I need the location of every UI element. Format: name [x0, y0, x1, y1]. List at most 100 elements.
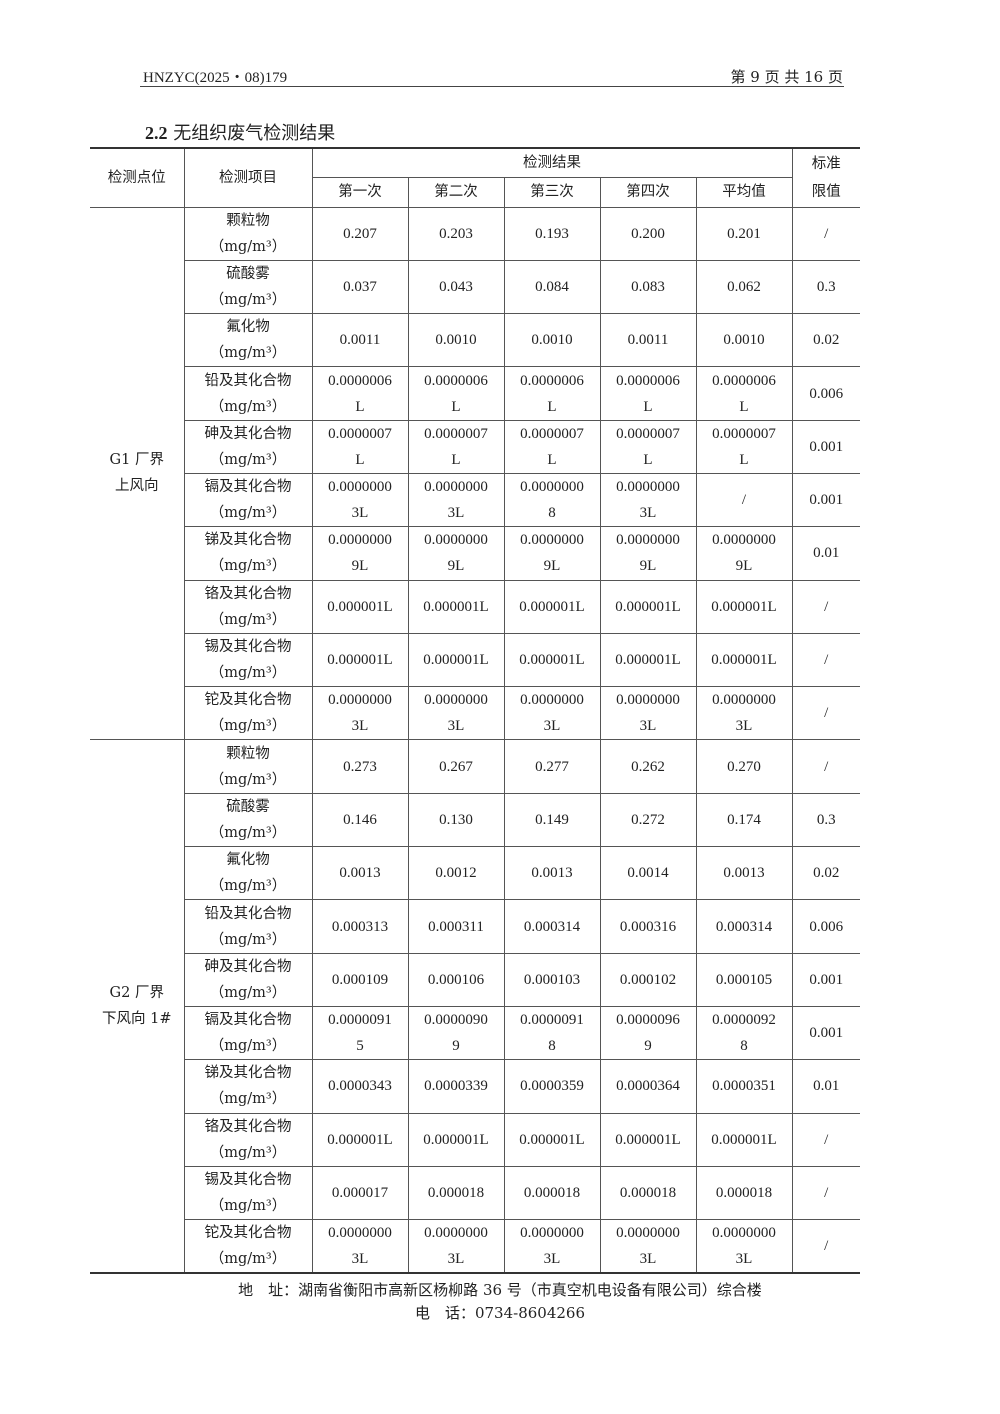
- item-cell: 铅及其化合物 （mg/m³）: [183, 366, 313, 421]
- average-cell: 0.0010: [695, 313, 793, 368]
- table-row: 锑及其化合物 （mg/m³） 0.0000343 0.0000339 0.000035…: [90, 1059, 861, 1114]
- average-cell: 0.000105: [695, 952, 793, 1007]
- point-cell: G1 厂界 上风向: [90, 206, 185, 741]
- run-1-cell: 0.0000000 3L: [311, 686, 409, 741]
- run-1-cell: 0.000313: [311, 899, 409, 954]
- limit-cell: /: [791, 1112, 861, 1167]
- table-row: 铬及其化合物 （mg/m³） 0.000001L 0.000001L 0.000001…: [90, 1112, 861, 1167]
- run-4-cell: 0.0000364: [599, 1059, 697, 1114]
- average-cell: 0.062: [695, 259, 793, 315]
- run-4-cell: 0.000018: [599, 1165, 697, 1221]
- run-4-cell: 0.0000000 3L: [599, 686, 697, 741]
- run-1-cell: 0.0013: [311, 846, 409, 901]
- run-2-cell: 0.000001L: [407, 579, 505, 634]
- run-4-cell: 0.0011: [599, 313, 697, 368]
- run-3-cell: 0.000001L: [503, 1112, 601, 1167]
- table-row: 硫酸雾 （mg/m³） 0.037 0.043 0.084 0.083 0.062 0.3: [90, 259, 861, 315]
- limit-cell: /: [791, 1219, 861, 1275]
- section-title-text: 无组织废气检测结果: [173, 123, 336, 144]
- run-2-cell: 0.000106: [407, 952, 505, 1007]
- item-cell: 铊及其化合物 （mg/m³）: [183, 1219, 313, 1275]
- table-row: 铊及其化合物 （mg/m³） 0.0000000 3L 0.0000000 3L 0.…: [90, 686, 861, 741]
- item-cell: 硫酸雾 （mg/m³）: [183, 792, 313, 848]
- run-4-cell: 0.200: [599, 206, 697, 261]
- run-2-cell: 0.000311: [407, 899, 505, 954]
- table-row: 铅及其化合物 （mg/m³） 0.0000006 L 0.0000006 L 0.00…: [90, 366, 861, 421]
- footer-phone: 电 话：0734-8604266: [414, 1304, 586, 1322]
- run-1-cell: 0.000109: [311, 952, 409, 1007]
- run-4-cell: 0.000001L: [599, 1112, 697, 1167]
- run-3-cell: 0.277: [503, 739, 601, 794]
- average-cell: 0.000001L: [695, 1112, 793, 1167]
- run-2-cell: 0.0012: [407, 846, 505, 901]
- table-row: 锑及其化合物 （mg/m³） 0.0000000 9L 0.0000000 9L 0.…: [90, 526, 861, 581]
- header-point: 检测点位: [90, 147, 185, 208]
- run-3-cell: 0.000314: [503, 899, 601, 954]
- run-4-cell: 0.0014: [599, 846, 697, 901]
- average-cell: 0.000001L: [695, 579, 793, 634]
- run-3-cell: 0.0000007 L: [503, 419, 601, 474]
- limit-cell: 0.02: [791, 313, 861, 368]
- average-cell: 0.0000007 L: [695, 419, 793, 474]
- run-1-cell: 0.0000007 L: [311, 419, 409, 474]
- limit-cell: /: [791, 739, 861, 794]
- table-row: 氟化物 （mg/m³） 0.0013 0.0012 0.0013 0.0014 0.001…: [90, 846, 861, 901]
- limit-cell: 0.02: [791, 846, 861, 901]
- point-cell: G2 厂界 下风向 1#: [90, 739, 185, 1275]
- run-2-cell: 0.000018: [407, 1165, 505, 1221]
- run-4-cell: 0.000316: [599, 899, 697, 954]
- table-row: 砷及其化合物 （mg/m³） 0.0000007 L 0.0000007 L 0.00…: [90, 419, 861, 474]
- table-row: 铊及其化合物 （mg/m³） 0.0000000 3L 0.0000000 3L 0.…: [90, 1219, 861, 1275]
- limit-cell: /: [791, 632, 861, 688]
- limit-cell: 0.001: [791, 472, 861, 528]
- item-cell: 氟化物 （mg/m³）: [183, 313, 313, 368]
- run-3-cell: 0.084: [503, 259, 601, 315]
- run-3-cell: 0.0000000 3L: [503, 1219, 601, 1275]
- run-3-cell: 0.000001L: [503, 632, 601, 688]
- average-cell: 0.0000000 9L: [695, 526, 793, 581]
- header-subcol: 第三次: [503, 176, 601, 208]
- run-3-cell: 0.000001L: [503, 579, 601, 634]
- average-cell: 0.0000000 3L: [695, 686, 793, 741]
- section-number: 2.2: [145, 123, 168, 143]
- run-4-cell: 0.272: [599, 792, 697, 848]
- run-3-cell: 0.0000359: [503, 1059, 601, 1114]
- run-2-cell: 0.0000006 L: [407, 366, 505, 421]
- results-table: 检测点位 检测项目 检测结果 标准 限值 第一次 第二次 第三次 第四次 平均值 G1 …: [90, 147, 861, 1275]
- run-3-cell: 0.0000000 3L: [503, 686, 601, 741]
- run-3-cell: 0.0000000 8: [503, 472, 601, 528]
- item-cell: 硫酸雾 （mg/m³）: [183, 259, 313, 315]
- run-3-cell: 0.0010: [503, 313, 601, 368]
- limit-cell: 0.006: [791, 899, 861, 954]
- run-1-cell: 0.000001L: [311, 632, 409, 688]
- header-subcol: 平均值: [695, 176, 793, 208]
- run-2-cell: 0.130: [407, 792, 505, 848]
- item-cell: 铬及其化合物 （mg/m³）: [183, 1112, 313, 1167]
- item-cell: 铅及其化合物 （mg/m³）: [183, 899, 313, 954]
- limit-cell: 0.3: [791, 259, 861, 315]
- table-row: 铬及其化合物 （mg/m³） 0.000001L 0.000001L 0.000001…: [90, 579, 861, 634]
- table-row: 铅及其化合物 （mg/m³） 0.000313 0.000311 0.000314 0.…: [90, 899, 861, 954]
- item-cell: 铊及其化合物 （mg/m³）: [183, 686, 313, 741]
- limit-cell: 0.001: [791, 952, 861, 1007]
- footer-address: 地 址：湖南省衡阳市高新区杨柳路 36 号（市真空机电设备有限公司）综合楼: [238, 1281, 762, 1299]
- item-cell: 颗粒物 （mg/m³）: [183, 739, 313, 794]
- run-3-cell: 0.0013: [503, 846, 601, 901]
- average-cell: 0.0013: [695, 846, 793, 901]
- average-cell: 0.201: [695, 206, 793, 261]
- run-3-cell: 0.193: [503, 206, 601, 261]
- run-1-cell: 0.146: [311, 792, 409, 848]
- run-4-cell: 0.083: [599, 259, 697, 315]
- run-4-cell: 0.000102: [599, 952, 697, 1007]
- run-1-cell: 0.0000000 3L: [311, 472, 409, 528]
- limit-cell: 0.001: [791, 1005, 861, 1061]
- table-row: G1 厂界 上风向 颗粒物 （mg/m³） 0.207 0.203 0.193 0.200…: [90, 206, 861, 741]
- report-number: HNZYC(2025・08)179: [143, 70, 288, 86]
- run-1-cell: 0.273: [311, 739, 409, 794]
- run-2-cell: 0.0000339: [407, 1059, 505, 1114]
- item-cell: 镉及其化合物 （mg/m³）: [183, 1005, 313, 1061]
- header-item: 检测项目: [183, 147, 313, 208]
- run-3-cell: 0.000018: [503, 1165, 601, 1221]
- header-subcol: 第二次: [407, 176, 505, 208]
- run-3-cell: 0.149: [503, 792, 601, 848]
